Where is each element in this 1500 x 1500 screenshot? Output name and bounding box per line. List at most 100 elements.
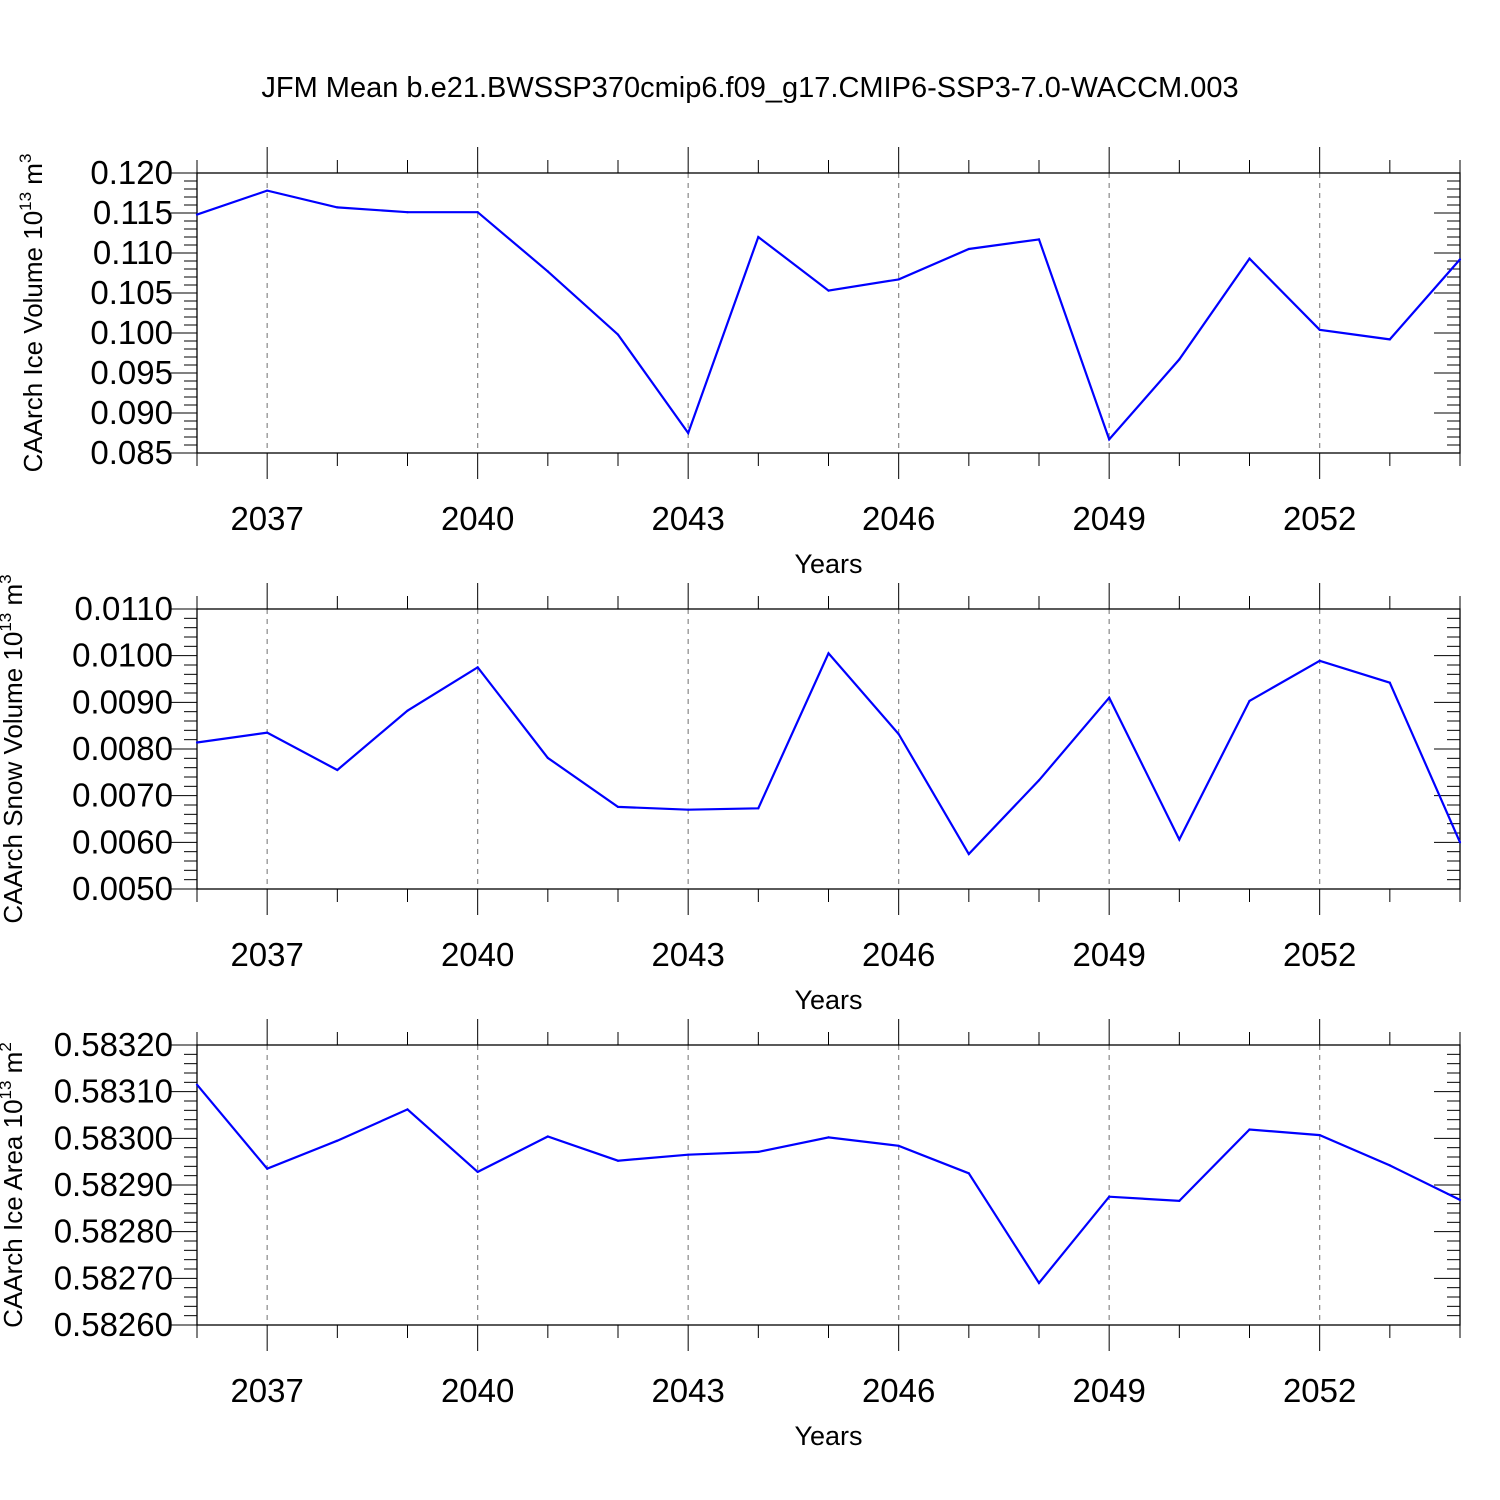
series-line xyxy=(196,189,1461,442)
x-tick-label: 2052 xyxy=(1283,936,1356,973)
x-tick-label: 2049 xyxy=(1072,500,1145,537)
plot-frame xyxy=(196,1044,1461,1326)
data-point xyxy=(1458,841,1462,844)
data-point xyxy=(336,206,339,209)
panel-snow-volume: 0.0050 0.0060 0.0070 0.0080 0.0090 0.0100 0.01… xyxy=(0,574,1462,1015)
data-point xyxy=(757,1150,760,1153)
y-tick-label: 0.58300 xyxy=(54,1119,173,1156)
data-point xyxy=(967,852,970,856)
data-point xyxy=(1108,696,1111,699)
y-tick-label: 0.0100 xyxy=(72,637,173,674)
x-tick-label: 2046 xyxy=(862,500,935,537)
data-point xyxy=(1108,438,1111,441)
data-point xyxy=(1458,258,1462,261)
y-tick-label: 0.58270 xyxy=(54,1259,173,1296)
data-point xyxy=(897,278,900,281)
data-point xyxy=(967,1172,970,1175)
y-tick-label: 0.120 xyxy=(90,154,173,191)
y-tick-label: 0.0050 xyxy=(72,870,173,907)
data-point xyxy=(476,1170,479,1174)
series-line xyxy=(196,1083,1461,1285)
x-tick-label: 2052 xyxy=(1283,500,1356,537)
y-tick-label: 0.58310 xyxy=(54,1073,173,1110)
data-point xyxy=(616,333,620,336)
plot-frame xyxy=(196,172,1461,454)
data-point xyxy=(1037,1281,1041,1285)
data-point xyxy=(195,213,199,216)
data-point xyxy=(616,805,620,808)
y-tick-label: 0.095 xyxy=(90,354,173,391)
x-tick-label: 2049 xyxy=(1072,936,1145,973)
x-tick-label: 2040 xyxy=(441,500,514,537)
y-tick-label: 0.58260 xyxy=(54,1306,173,1343)
x-tick-label: 2046 xyxy=(862,1372,935,1409)
data-point xyxy=(1388,338,1391,341)
data-point xyxy=(546,270,549,273)
x-tick-label: 2046 xyxy=(862,936,935,973)
y-tick-label: 0.0060 xyxy=(72,823,173,860)
data-point xyxy=(897,1144,900,1147)
data-point xyxy=(195,741,199,744)
x-tick-label: 2040 xyxy=(441,936,514,973)
data-point xyxy=(1108,1195,1111,1198)
data-point xyxy=(1318,328,1321,331)
data-point xyxy=(476,666,479,669)
data-point xyxy=(406,709,409,712)
data-point xyxy=(1388,681,1391,684)
data-point xyxy=(827,652,830,655)
data-point xyxy=(827,1136,830,1139)
x-tick-label: 2043 xyxy=(651,1372,724,1409)
data-point xyxy=(336,1139,339,1142)
data-point xyxy=(897,732,900,736)
x-axis-label: Years xyxy=(794,985,862,1015)
data-point xyxy=(406,211,409,214)
data-point xyxy=(1248,699,1251,703)
figure-title: JFM Mean b.e21.BWSSP370cmip6.f09_g17.CMI… xyxy=(261,72,1239,104)
y-axis-label: CAArch Ice Volume 1013 m3 xyxy=(16,154,48,473)
data-point xyxy=(687,1153,690,1156)
data-point xyxy=(1318,1133,1321,1137)
x-tick-label: 2037 xyxy=(230,936,303,973)
y-tick-label: 0.110 xyxy=(93,234,173,271)
x-axis-label: Years xyxy=(794,1421,862,1451)
x-tick-label: 2037 xyxy=(230,500,303,537)
y-axis-label: CAArch Snow Volume 1013 m3 xyxy=(0,574,28,923)
y-tick-label: 0.0110 xyxy=(75,590,173,627)
y-tick-label: 0.0080 xyxy=(72,730,173,767)
x-tick-label: 2043 xyxy=(651,500,724,537)
x-tick-label: 2052 xyxy=(1283,1372,1356,1409)
data-point xyxy=(1318,659,1321,662)
y-axis-label: CAArch Ice Area 1013 m2 xyxy=(0,1042,28,1328)
x-tick-label: 2049 xyxy=(1072,1372,1145,1409)
data-point xyxy=(1037,779,1041,782)
x-axis-label: Years xyxy=(794,549,862,579)
data-point xyxy=(1388,1164,1391,1167)
data-point xyxy=(757,807,760,810)
data-point xyxy=(336,768,339,772)
data-point xyxy=(1248,257,1251,260)
data-point xyxy=(1037,238,1041,241)
data-point xyxy=(1178,1199,1181,1202)
plot-frame xyxy=(196,608,1461,890)
data-point xyxy=(687,808,690,811)
series-line xyxy=(196,651,1462,856)
data-point xyxy=(827,289,830,292)
y-tick-label: 0.58320 xyxy=(54,1026,173,1063)
data-point xyxy=(757,235,760,239)
y-tick-label: 0.085 xyxy=(90,434,173,471)
y-tick-label: 0.100 xyxy=(90,314,173,351)
y-tick-label: 0.58290 xyxy=(54,1166,173,1203)
data-point xyxy=(1178,838,1181,841)
panel-ice-area: 0.58260 0.58270 0.58280 0.58290 0.58300 0.583… xyxy=(0,1019,1462,1451)
data-point xyxy=(546,1135,549,1138)
data-point xyxy=(195,1083,199,1086)
data-point xyxy=(266,731,269,734)
y-tick-label: 0.090 xyxy=(90,394,173,431)
data-point xyxy=(616,1159,620,1162)
data-point xyxy=(546,756,549,759)
x-tick-label: 2037 xyxy=(230,1372,303,1409)
data-point xyxy=(266,1167,269,1170)
data-point xyxy=(476,211,479,214)
data-point xyxy=(266,189,269,192)
